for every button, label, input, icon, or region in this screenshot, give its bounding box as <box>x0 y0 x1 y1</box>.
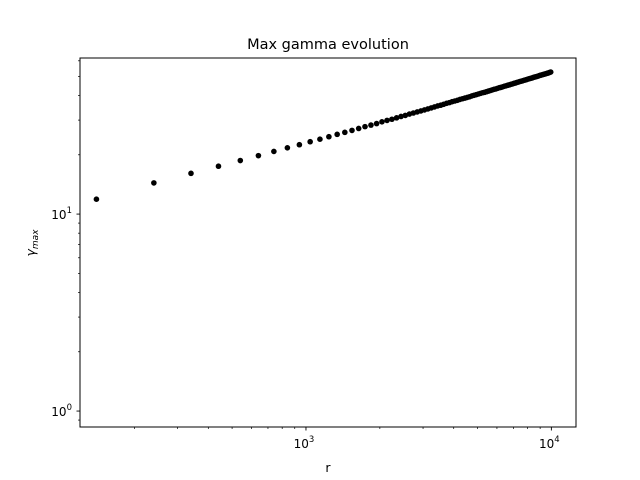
data-point <box>398 113 404 120</box>
data-point <box>93 196 100 202</box>
chart-title: Max gamma evolution <box>247 37 409 53</box>
data-point <box>188 170 194 177</box>
data-point <box>362 123 368 130</box>
data-point <box>379 119 385 125</box>
y-axis-label: γmax <box>23 229 41 257</box>
data-point <box>237 157 244 164</box>
data-point <box>296 141 303 148</box>
data-point <box>389 116 395 123</box>
y-tick-label: 101 <box>51 206 72 222</box>
data-point <box>271 148 277 155</box>
x-axis-ticks: 103 104 <box>134 427 560 451</box>
data-point <box>393 115 400 121</box>
data-points <box>93 69 554 202</box>
data-point <box>355 125 362 132</box>
data-point <box>307 138 313 145</box>
y-tick-label: 100 <box>51 403 72 419</box>
x-tick-label: 104 <box>539 435 560 451</box>
data-point <box>284 145 291 151</box>
data-point <box>334 131 340 138</box>
x-tick-label: 103 <box>294 435 315 451</box>
data-point <box>342 129 348 136</box>
data-point <box>384 117 390 124</box>
data-point <box>349 127 355 134</box>
y-axis-label-subscript: max <box>31 229 41 249</box>
data-point <box>151 180 157 186</box>
data-point <box>215 163 222 170</box>
x-axis-label: r <box>325 460 331 475</box>
plot-frame <box>79 57 577 428</box>
data-point <box>317 136 323 142</box>
data-point <box>326 133 332 140</box>
data-point <box>373 120 380 127</box>
data-point <box>368 122 374 128</box>
data-point <box>255 152 262 159</box>
y-axis-ticks: 100 101 <box>51 60 80 421</box>
y-axis-label-base: γ <box>23 249 38 257</box>
data-point <box>547 69 554 75</box>
